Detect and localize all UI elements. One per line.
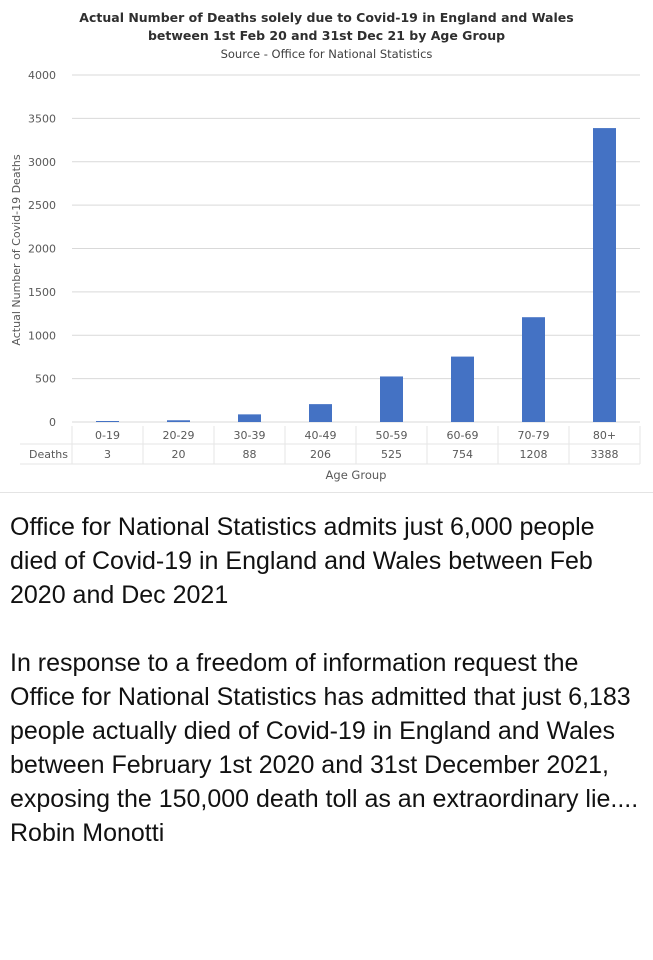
data-label: 3 [104,448,111,461]
bar [96,421,119,422]
chart-subtitle: Source - Office for National Statistics [220,47,433,61]
data-label: 525 [381,448,402,461]
post-headline: Office for National Statistics admits ju… [10,513,595,609]
y-tick-label: 3500 [28,112,56,125]
data-label: 88 [243,448,257,461]
data-label: 206 [310,448,331,461]
y-tick-label: 2000 [28,243,56,256]
y-tick-label: 2500 [28,199,56,212]
bar [593,128,616,422]
bar [451,356,474,422]
x-tick-label: 30-39 [234,429,266,442]
chart-title-line-2: between 1st Feb 20 and 31st Dec 21 by Ag… [147,28,506,43]
chart-panel: Actual Number of Deaths solely due to Co… [10,10,641,482]
x-tick-label: 20-29 [163,429,195,442]
table-row-label: Deaths [29,448,68,461]
y-tick-label: 4000 [28,69,56,82]
bar-chart: 0 500 1000 1500 2000 2500 3000 3500 4000 0-19 3 20-… [10,69,641,482]
post-author: Robin Monotti [10,819,165,847]
bar [522,317,545,422]
data-label: 754 [452,448,473,461]
bar [380,376,403,422]
y-tick-label: 0 [49,416,56,429]
data-label: 3388 [591,448,619,461]
x-tick-label: 60-69 [447,429,479,442]
y-tick-label: 1000 [28,329,56,342]
divider [0,492,653,493]
y-tick-label: 3000 [28,156,56,169]
chart-title-line-1: Actual Number of Deaths solely due to Co… [79,10,574,25]
y-tick-label: 1500 [28,286,56,299]
x-tick-label: 0-19 [95,429,120,442]
x-tick-label: 80+ [593,429,616,442]
post-body: In response to a freedom of information … [10,649,639,813]
data-label: 20 [172,448,186,461]
x-tick-label: 70-79 [518,429,550,442]
data-label: 1208 [520,448,548,461]
x-tick-label: 40-49 [305,429,337,442]
x-axis-title: Age Group [326,468,387,482]
post-text: Office for National Statistics admits ju… [10,510,646,850]
bar [309,404,332,422]
y-axis-title: Actual Number of Covid-19 Deaths [10,154,23,345]
x-tick-label: 50-59 [376,429,408,442]
y-tick-label: 500 [35,373,56,386]
bar [238,414,261,422]
bar [167,420,190,422]
